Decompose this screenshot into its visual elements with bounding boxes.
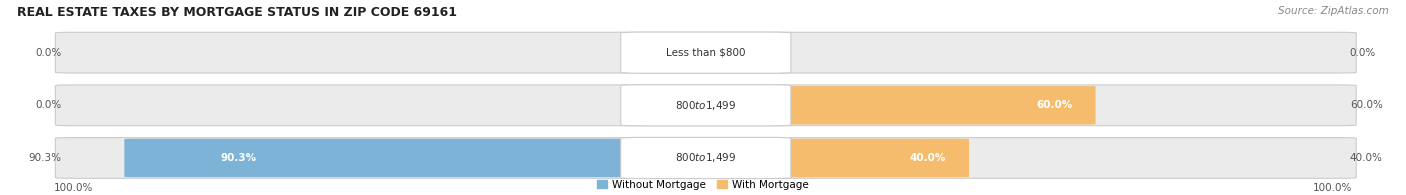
Text: 90.3%: 90.3%: [221, 153, 256, 163]
FancyBboxPatch shape: [55, 32, 1357, 73]
FancyBboxPatch shape: [124, 139, 716, 177]
Text: 90.3%: 90.3%: [30, 153, 62, 163]
FancyBboxPatch shape: [696, 86, 1095, 125]
Legend: Without Mortgage, With Mortgage: Without Mortgage, With Mortgage: [593, 175, 813, 194]
Text: 0.0%: 0.0%: [1350, 48, 1376, 58]
Text: 60.0%: 60.0%: [1350, 100, 1382, 110]
Text: 40.0%: 40.0%: [1350, 153, 1382, 163]
Text: $800 to $1,499: $800 to $1,499: [675, 152, 737, 164]
Text: 100.0%: 100.0%: [53, 183, 93, 193]
FancyBboxPatch shape: [696, 139, 969, 177]
Text: 40.0%: 40.0%: [910, 153, 946, 163]
FancyBboxPatch shape: [55, 138, 1357, 178]
Text: Source: ZipAtlas.com: Source: ZipAtlas.com: [1278, 6, 1389, 16]
Text: 60.0%: 60.0%: [1036, 100, 1073, 110]
Text: Less than $800: Less than $800: [666, 48, 745, 58]
Text: REAL ESTATE TAXES BY MORTGAGE STATUS IN ZIP CODE 69161: REAL ESTATE TAXES BY MORTGAGE STATUS IN …: [17, 6, 457, 19]
FancyBboxPatch shape: [55, 85, 1357, 126]
Text: 0.0%: 0.0%: [35, 48, 62, 58]
Text: 100.0%: 100.0%: [1313, 183, 1353, 193]
FancyBboxPatch shape: [620, 85, 790, 126]
Text: 0.0%: 0.0%: [35, 100, 62, 110]
Text: $800 to $1,499: $800 to $1,499: [675, 99, 737, 112]
FancyBboxPatch shape: [620, 32, 790, 73]
FancyBboxPatch shape: [620, 137, 790, 179]
